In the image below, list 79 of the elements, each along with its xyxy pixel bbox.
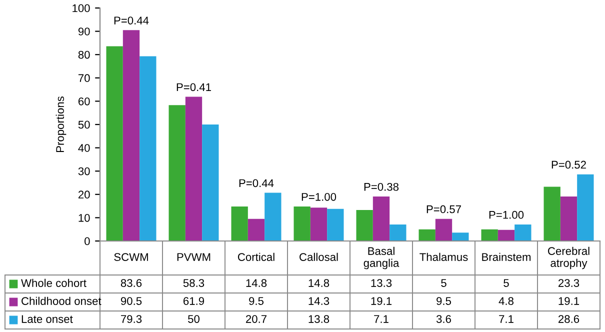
bar: [418, 229, 436, 241]
annotation: P=0.44: [239, 179, 274, 188]
bar: [452, 232, 469, 241]
annotation: P=0.44: [114, 16, 149, 24]
x-tick-label: Cerebral atrophy: [548, 246, 590, 270]
data-label: 13.3: [371, 279, 392, 287]
annotation: P=1.00: [489, 210, 524, 219]
bar: [185, 96, 202, 241]
data-label: 9.5: [436, 297, 452, 305]
data-label: 83.6: [120, 279, 142, 287]
bar: [122, 30, 140, 241]
x-tick-label: Basal ganglia: [364, 246, 400, 270]
y-tick-label: 0: [84, 237, 90, 246]
data-label: 14.8: [246, 279, 267, 287]
bar: [140, 56, 156, 241]
bar: [372, 196, 390, 241]
x-tick-label: Callosal: [300, 252, 338, 261]
bar: [577, 174, 594, 241]
annotation: P=0.57: [426, 205, 461, 214]
data-label: 19.1: [558, 297, 580, 305]
bar: [390, 224, 406, 241]
bar: [248, 218, 265, 241]
data-label: 5: [504, 279, 509, 287]
x-tick-label: Cortical: [238, 252, 274, 261]
data-label: 23.3: [558, 279, 580, 287]
data-label: 19.1: [371, 297, 392, 305]
bar: [514, 224, 532, 241]
x-tick-label: SCWM: [114, 253, 148, 261]
bar: [231, 206, 248, 241]
y-tick-label: 40: [78, 144, 90, 152]
y-tick-label: 60: [78, 97, 90, 106]
legend-label: Late onset: [22, 315, 73, 323]
data-label: 61.9: [184, 297, 204, 305]
y-tick-label: 80: [78, 50, 90, 59]
data-label: 90.5: [120, 297, 142, 305]
data-label: 5: [441, 279, 446, 287]
bar: [327, 208, 344, 241]
bar: [264, 192, 282, 241]
y-tick-label: 100: [72, 4, 90, 12]
x-tick-label: Brainstem: [482, 252, 531, 261]
y-tick-label: 70: [78, 74, 90, 82]
data-label: 50: [188, 315, 200, 323]
data-label: 7.1: [374, 315, 388, 323]
y-tick-label: 50: [78, 120, 90, 129]
bar: [356, 210, 373, 241]
annotation: P=0.52: [552, 160, 586, 169]
bar: [481, 229, 498, 241]
y-tick-label: 20: [78, 190, 90, 199]
data-label: 14.8: [308, 279, 330, 287]
bar: [498, 230, 515, 241]
x-tick-label: PVWM: [177, 253, 210, 261]
bar: [435, 218, 452, 241]
bar: [202, 124, 219, 241]
data-label: 28.6: [558, 315, 580, 323]
bar: [168, 105, 186, 241]
data-label: 14.3: [308, 297, 330, 305]
annotation: P=0.38: [364, 182, 399, 191]
bar: [106, 46, 123, 241]
data-label: 3.6: [436, 315, 451, 323]
legend-label: Childhood onset: [22, 296, 102, 305]
y-tick-label: 90: [78, 28, 90, 36]
data-label: 4.8: [498, 297, 514, 305]
data-label: 7.1: [499, 315, 514, 323]
data-label: 20.7: [246, 315, 267, 323]
bar: [560, 196, 578, 241]
bar: [544, 186, 560, 241]
bar: [294, 206, 310, 241]
y-axis-title: Proportions: [56, 96, 66, 152]
legend-label: Whole cohort: [21, 278, 86, 287]
x-tick-label: Thalamus: [420, 252, 468, 261]
data-label: 13.8: [308, 315, 330, 323]
annotation: P=0.41: [176, 83, 211, 92]
y-tick-label: 30: [78, 167, 90, 176]
annotation: P=1.00: [302, 192, 336, 201]
data-label: 58.3: [183, 279, 204, 287]
data-label: 9.5: [249, 297, 264, 305]
bar: [310, 208, 328, 241]
y-tick-label: 10: [78, 214, 90, 222]
data-label: 79.3: [121, 315, 142, 323]
